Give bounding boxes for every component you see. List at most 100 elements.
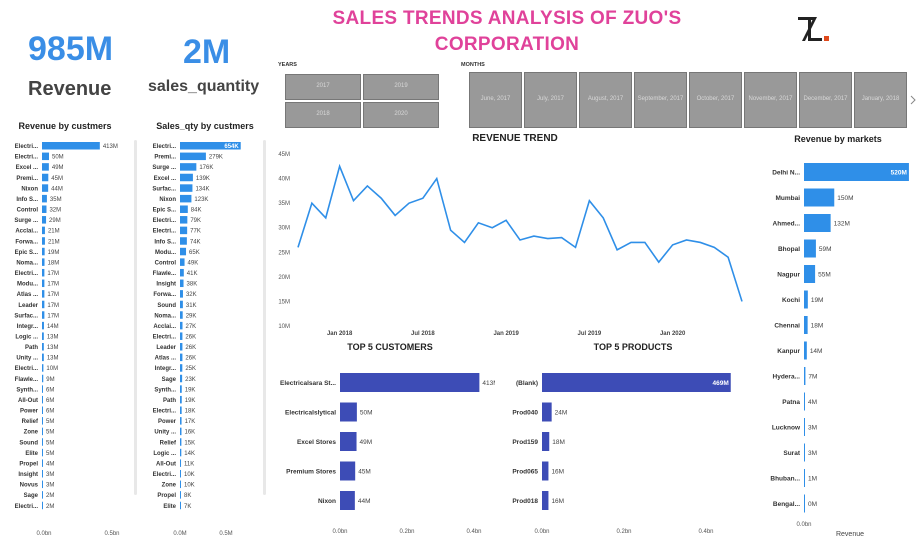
bar[interactable] bbox=[340, 461, 356, 481]
bar[interactable] bbox=[180, 184, 193, 192]
bar[interactable] bbox=[180, 395, 182, 404]
bar[interactable] bbox=[42, 491, 43, 499]
bar[interactable] bbox=[180, 374, 183, 383]
bar[interactable] bbox=[804, 494, 805, 513]
bar[interactable] bbox=[42, 501, 43, 510]
bar[interactable] bbox=[42, 279, 45, 288]
month-tile[interactable]: June, 2017 bbox=[469, 72, 522, 128]
bar[interactable] bbox=[180, 300, 183, 309]
bar[interactable] bbox=[340, 373, 480, 392]
bar[interactable] bbox=[180, 364, 183, 372]
bar[interactable] bbox=[180, 194, 192, 203]
bar[interactable] bbox=[42, 311, 45, 319]
bar[interactable] bbox=[542, 491, 549, 510]
bar[interactable] bbox=[42, 194, 47, 203]
month-tile[interactable]: November, 2017 bbox=[744, 72, 797, 128]
bar[interactable] bbox=[42, 173, 49, 182]
bar[interactable] bbox=[180, 163, 197, 171]
bar[interactable] bbox=[180, 385, 182, 393]
qty-customers-scrollbar[interactable] bbox=[263, 140, 266, 495]
bar[interactable] bbox=[42, 353, 44, 362]
bar[interactable] bbox=[804, 316, 808, 334]
bar[interactable] bbox=[180, 205, 188, 213]
bar[interactable] bbox=[180, 247, 187, 256]
bar[interactable] bbox=[804, 418, 805, 436]
bar[interactable] bbox=[42, 226, 45, 235]
bar[interactable] bbox=[340, 491, 355, 510]
bar[interactable] bbox=[180, 226, 188, 235]
bar[interactable] bbox=[340, 402, 357, 422]
bar[interactable] bbox=[42, 417, 43, 425]
bar[interactable] bbox=[804, 290, 808, 309]
bar[interactable] bbox=[42, 480, 43, 489]
bar[interactable] bbox=[42, 459, 43, 467]
bar[interactable] bbox=[804, 265, 816, 283]
bar[interactable] bbox=[42, 385, 43, 393]
bar[interactable] bbox=[42, 290, 45, 298]
bar[interactable] bbox=[42, 163, 49, 171]
bar[interactable] bbox=[42, 374, 44, 383]
bar[interactable] bbox=[42, 343, 44, 351]
bar[interactable] bbox=[804, 469, 805, 487]
month-tile[interactable]: July, 2017 bbox=[524, 72, 577, 128]
bar[interactable] bbox=[180, 417, 182, 425]
year-tile-2019[interactable]: 2019 bbox=[363, 74, 439, 100]
bar[interactable] bbox=[804, 188, 835, 207]
bar[interactable] bbox=[42, 205, 47, 213]
bar[interactable] bbox=[180, 173, 193, 182]
bar[interactable] bbox=[180, 268, 184, 277]
bar[interactable] bbox=[542, 461, 549, 481]
month-tile[interactable]: August, 2017 bbox=[579, 72, 632, 128]
bar[interactable] bbox=[180, 406, 182, 415]
bar[interactable] bbox=[180, 142, 241, 150]
bar[interactable] bbox=[804, 443, 805, 462]
bar[interactable] bbox=[804, 392, 805, 411]
bar[interactable] bbox=[180, 311, 183, 319]
bar[interactable] bbox=[180, 469, 181, 478]
bar[interactable] bbox=[42, 300, 45, 309]
bar[interactable] bbox=[42, 395, 43, 404]
bar[interactable] bbox=[42, 216, 47, 224]
chevron-right-icon[interactable] bbox=[909, 94, 917, 106]
month-tile[interactable]: January, 2018 bbox=[854, 72, 907, 128]
bar[interactable] bbox=[542, 402, 552, 422]
bar[interactable] bbox=[180, 290, 183, 298]
bar[interactable] bbox=[42, 406, 43, 415]
bar[interactable] bbox=[42, 258, 45, 266]
bar[interactable] bbox=[42, 184, 49, 192]
bar[interactable] bbox=[180, 501, 181, 510]
bar[interactable] bbox=[42, 427, 43, 436]
year-tile-2018[interactable]: 2018 bbox=[285, 102, 361, 128]
bar[interactable] bbox=[180, 480, 181, 489]
bar[interactable] bbox=[804, 214, 831, 232]
revenue-customers-scrollbar[interactable] bbox=[134, 140, 137, 495]
bar[interactable] bbox=[42, 332, 44, 340]
bar[interactable] bbox=[180, 258, 185, 266]
bar[interactable] bbox=[180, 321, 183, 330]
bar[interactable] bbox=[42, 469, 43, 478]
bar[interactable] bbox=[180, 438, 182, 446]
bar[interactable] bbox=[542, 373, 731, 392]
bar[interactable] bbox=[42, 364, 44, 372]
year-tile-2020[interactable]: 2020 bbox=[363, 102, 439, 128]
bar[interactable] bbox=[42, 237, 45, 245]
bar[interactable] bbox=[804, 239, 816, 258]
bar[interactable] bbox=[180, 279, 184, 288]
bar[interactable] bbox=[42, 438, 43, 446]
year-tile-2017[interactable]: 2017 bbox=[285, 74, 361, 100]
bar[interactable] bbox=[180, 152, 206, 161]
bar[interactable] bbox=[180, 491, 181, 499]
bar[interactable] bbox=[180, 459, 182, 467]
month-tile[interactable]: October, 2017 bbox=[689, 72, 742, 128]
bar[interactable] bbox=[180, 427, 182, 436]
bar[interactable] bbox=[804, 367, 806, 385]
bar[interactable] bbox=[180, 216, 188, 224]
month-tile[interactable]: September, 2017 bbox=[634, 72, 687, 128]
bar[interactable] bbox=[180, 237, 187, 245]
bar[interactable] bbox=[42, 247, 45, 256]
bar[interactable] bbox=[180, 332, 183, 340]
bar[interactable] bbox=[340, 432, 357, 451]
bar[interactable] bbox=[42, 142, 100, 150]
bar[interactable] bbox=[804, 341, 807, 360]
bar[interactable] bbox=[42, 321, 44, 330]
